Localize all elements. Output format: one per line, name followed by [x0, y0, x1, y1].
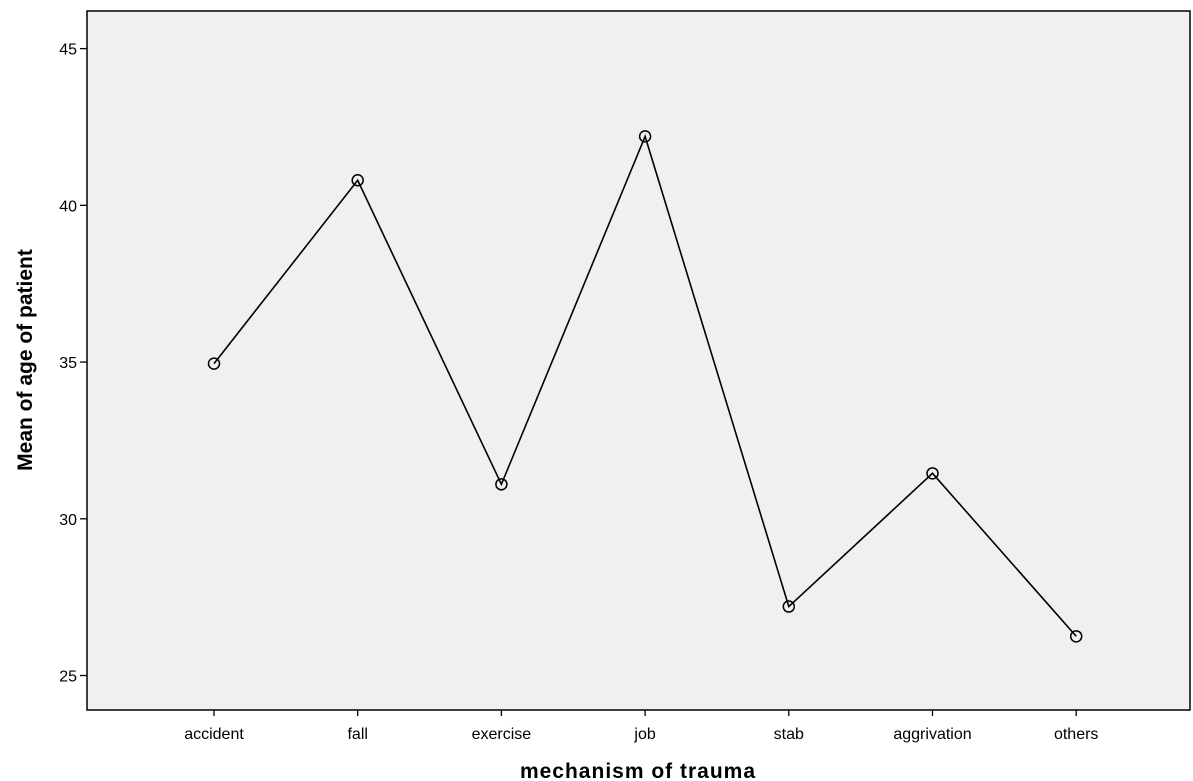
data-point-marker [782, 600, 796, 613]
data-point-marker [351, 174, 364, 187]
x-tick-label: others [1054, 726, 1098, 743]
x-tick-label: stab [774, 726, 804, 743]
y-axis: 25 30 35 40 45 [59, 42, 87, 686]
x-tick-label: exercise [472, 726, 532, 743]
y-tick-label: 35 [59, 355, 77, 372]
series-line [213, 134, 1077, 637]
series-line-group [207, 130, 1083, 643]
x-axis: accident fall exercise job stab aggrivation ot… [184, 710, 1098, 743]
data-point-marker [1069, 630, 1083, 643]
x-tick-label: aggrivation [893, 726, 971, 743]
data-point-marker [207, 357, 221, 370]
data-point-marker [495, 478, 508, 491]
x-axis-title: mechanism of trauma [520, 760, 756, 781]
x-tick-label: job [633, 726, 655, 743]
data-point-marker [926, 467, 939, 480]
y-tick-label: 40 [59, 198, 77, 215]
x-tick-label: fall [347, 726, 367, 743]
y-axis-title: Mean of age of patient [14, 249, 37, 471]
y-tick-label: 25 [59, 669, 77, 686]
data-point-marker [638, 130, 652, 143]
plot-area [86, 10, 1191, 711]
y-tick-label: 45 [59, 42, 77, 59]
x-tick-label: accident [184, 726, 244, 743]
y-tick-label: 30 [59, 512, 77, 529]
